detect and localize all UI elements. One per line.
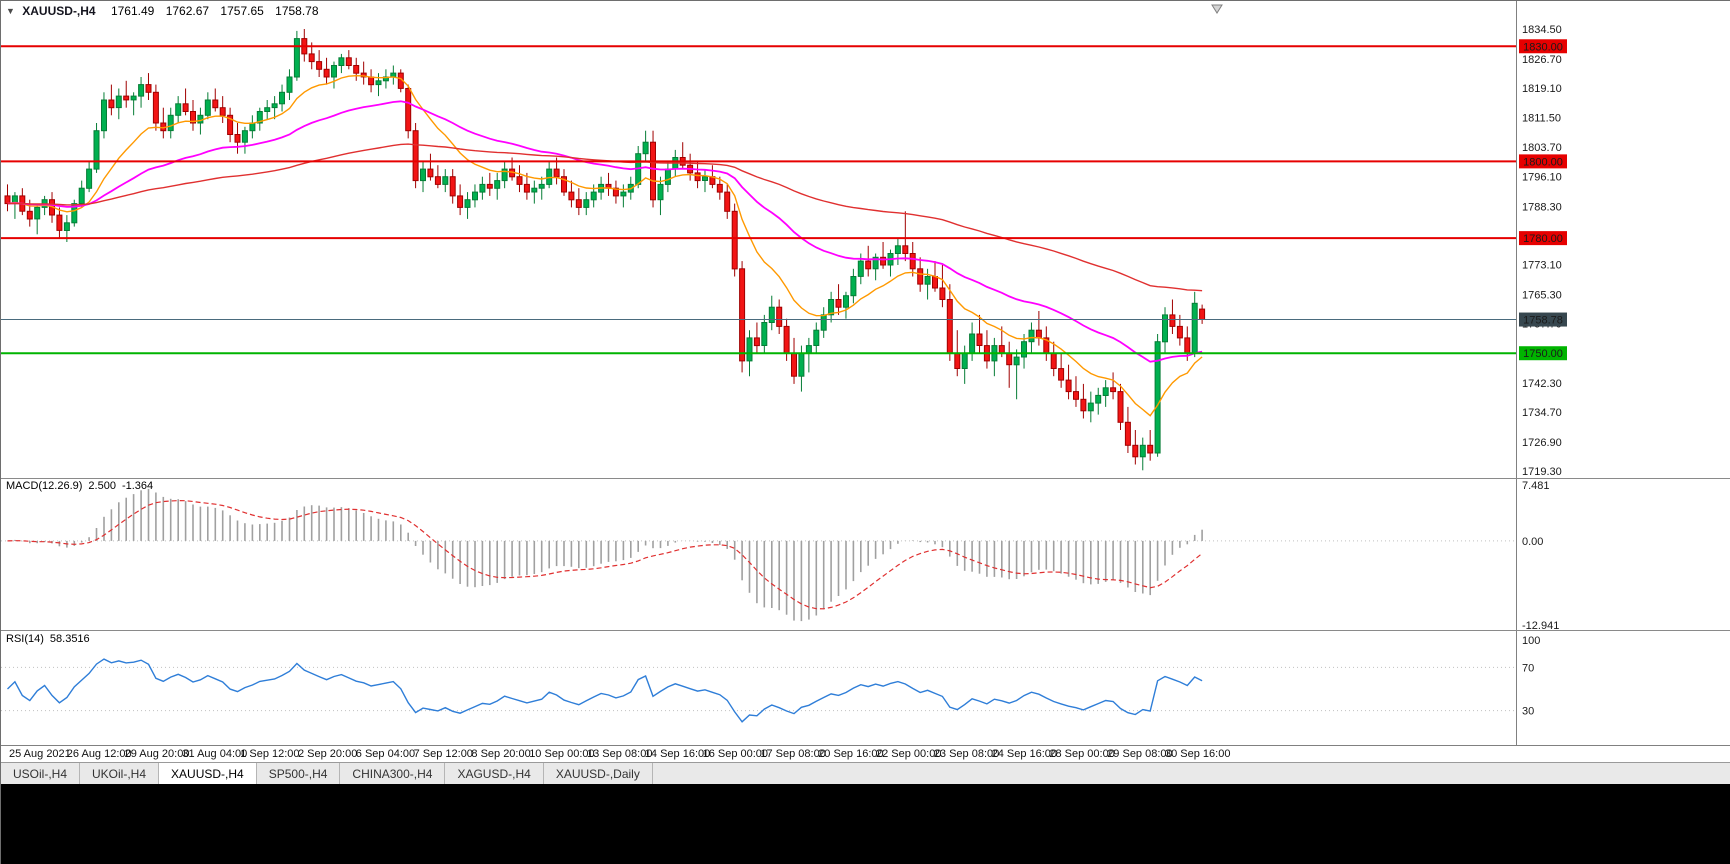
hline-tag-1750.00[interactable] <box>1519 346 1567 361</box>
rsi-axis-label: 100 <box>1522 635 1540 647</box>
macd-signal-line <box>7 499 1203 610</box>
tab-sp500-h4[interactable]: SP500-,H4 <box>257 763 341 784</box>
time-label: 25 Aug 2021 <box>9 748 71 760</box>
ma-line-medium <box>7 100 1203 363</box>
hline-tag-1830.00[interactable] <box>1519 39 1567 54</box>
ma-line-fast <box>7 74 1203 417</box>
bottom-filler <box>1 784 1730 864</box>
hline-tag-label: 1800.00 <box>1523 156 1563 168</box>
time-label: 2 Sep 20:00 <box>298 748 358 760</box>
chart-info-bar: ▼ XAUUSD-,H4 1761.49 1762.67 1757.65 175… <box>6 4 327 18</box>
price-tick-label: 1834.50 <box>1522 24 1562 36</box>
chart-symbol-label: XAUUSD-,H4 <box>22 4 96 18</box>
macd-axis-min: -12.941 <box>1522 620 1559 632</box>
hline-tag-1780.00[interactable] <box>1519 231 1567 246</box>
price-tick-label: 1726.90 <box>1522 437 1562 449</box>
tab-china300-h4[interactable]: CHINA300-,H4 <box>340 763 446 784</box>
price-tick-label: 1796.10 <box>1522 171 1562 183</box>
current-price-label: 1758.78 <box>1523 315 1563 327</box>
price-tick-label: 1811.50 <box>1522 112 1561 124</box>
macd-name: MACD(12.26.9) <box>6 480 83 492</box>
time-label: 10 Sep 00:00 <box>529 748 595 760</box>
rsi-value: 58.3516 <box>49 633 90 645</box>
hline-tag-label: 1830.00 <box>1523 41 1563 53</box>
macd-indicator-label: MACD(12.26.9) 2.500 -1.364 <box>6 480 159 492</box>
time-label: 8 Sep 20:00 <box>471 748 531 760</box>
tab-xauusd-h4[interactable]: XAUUSD-,H4 <box>159 763 257 784</box>
tab-usoil-h4[interactable]: USOil-,H4 <box>1 763 81 784</box>
ohlc-low: 1757.65 <box>220 4 264 18</box>
rsi-line <box>7 658 1203 723</box>
tab-xauusd-daily[interactable]: XAUUSD-,Daily <box>544 763 653 784</box>
price-tick-label: 1719.30 <box>1522 466 1562 478</box>
candles <box>4 29 1206 471</box>
chart-canvas[interactable]: 1834.50 1826.70 1819.10 1811.50 1803.70 1796.… <box>1 1 1730 745</box>
time-label: 20 Sep 16:00 <box>818 748 884 760</box>
ohlc-close: 1758.78 <box>275 4 319 18</box>
macd-value-2: -1.364 <box>121 480 154 492</box>
time-label: 6 Sep 04:00 <box>355 748 416 760</box>
chart-shift-marker-icon[interactable] <box>1211 4 1223 14</box>
macd-axis-zero: 0.00 <box>1522 536 1543 548</box>
macd-axis-max: 7.481 <box>1522 480 1550 492</box>
time-label: 24 Sep 16:00 <box>991 748 1058 760</box>
symbol-list-marker-icon[interactable]: ▼ <box>6 6 15 16</box>
time-label: 28 Sep 00:00 <box>1049 748 1115 760</box>
price-tick-label: 1765.30 <box>1522 290 1562 302</box>
time-label: 23 Sep 08:00 <box>933 748 1000 760</box>
time-label: 16 Sep 00:00 <box>702 748 769 760</box>
hline-tag-label: 1750.00 <box>1523 348 1563 360</box>
price-axis-ticks: 1834.50 1826.70 1819.10 1811.50 1803.70 1796.… <box>1522 24 1562 478</box>
hline-tag-label: 1780.00 <box>1523 233 1563 245</box>
rsi-name: RSI(14) <box>6 633 44 645</box>
time-label: 29 Aug 20:00 <box>124 748 190 760</box>
hline-tag-1800.00[interactable] <box>1519 154 1567 169</box>
ohlc-high: 1762.67 <box>165 4 210 18</box>
ma-line-slow <box>7 143 1203 292</box>
price-tick-label: 1819.10 <box>1522 83 1562 95</box>
time-label: 14 Sep 16:00 <box>644 748 711 760</box>
price-tick-label: 1826.70 <box>1522 54 1562 66</box>
rsi-indicator-label: RSI(14) 58.3516 <box>6 633 96 645</box>
macd-histogram <box>14 488 1203 622</box>
rsi-axis-label: 70 <box>1522 662 1534 674</box>
tab-ukoil-h4[interactable]: UKOil-,H4 <box>80 763 160 784</box>
time-label: 7 Sep 12:00 <box>413 748 473 760</box>
price-tick-label: 1803.70 <box>1522 142 1562 154</box>
rsi-axis-label: 30 <box>1522 706 1534 718</box>
time-label: 29 Sep 08:00 <box>1107 748 1173 760</box>
time-label: 13 Sep 08:00 <box>587 748 653 760</box>
ohlc-open: 1761.49 <box>110 4 155 18</box>
time-label: 17 Sep 08:00 <box>760 748 826 760</box>
price-tick-label: 1734.70 <box>1522 407 1562 419</box>
price-tick-label: 1742.30 <box>1522 378 1562 390</box>
tab-xagusd-h4[interactable]: XAGUSD-,H4 <box>445 763 544 784</box>
macd-value-1: 2.500 <box>88 480 116 492</box>
price-tick-label: 1788.30 <box>1522 201 1562 213</box>
time-label: 26 Aug 12:00 <box>66 748 132 760</box>
price-tick-label: 1773.10 <box>1522 260 1562 272</box>
time-label: 22 Sep 00:00 <box>876 748 942 760</box>
time-label: 31 Aug 04:00 <box>182 748 248 760</box>
current-price-tag <box>1519 312 1567 327</box>
time-label: 1 Sep 12:00 <box>240 748 300 760</box>
time-label: 30 Sep 16:00 <box>1165 748 1231 760</box>
chart-tab-bar: USOil-,H4 UKOil-,H4 XAUUSD-,H4 SP500-,H4 CHI… <box>1 762 1730 784</box>
time-axis[interactable]: 25 Aug 2021 26 Aug 12:00 29 Aug 20:00 31 Au… <box>1 745 1730 762</box>
